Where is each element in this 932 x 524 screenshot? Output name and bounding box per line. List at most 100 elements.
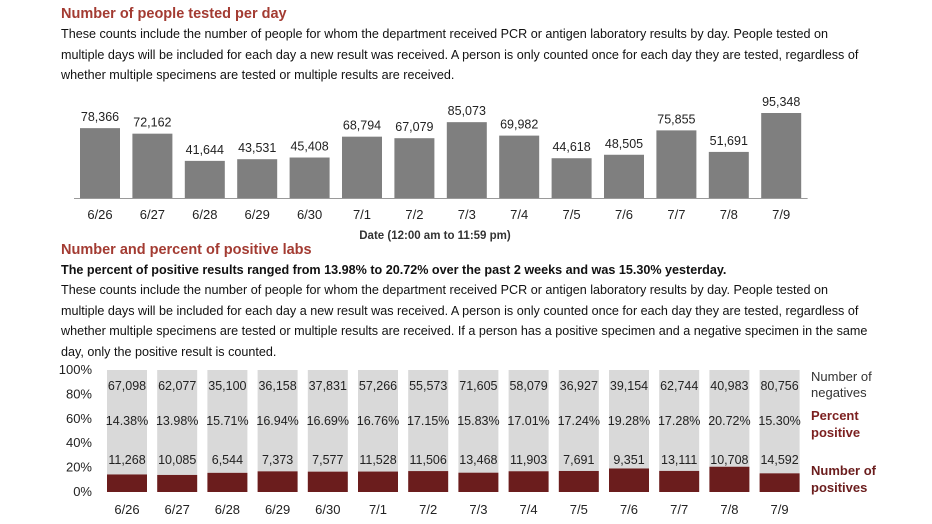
positives-segment	[408, 471, 449, 492]
y-tick-label: 40%	[66, 435, 92, 450]
percent-positive-label: 20.72%	[708, 414, 750, 428]
tested-per-day-chart: 78,366 6/26 72,162 6/27 41,644 6/28 43,531 6/29…	[74, 95, 808, 242]
y-tick-label: 0%	[73, 484, 92, 499]
positives-segment	[458, 472, 499, 492]
bar-value-label: 67,079	[395, 120, 433, 134]
x-tick-label: 6/28	[192, 207, 217, 222]
bar-value-label: 75,855	[657, 112, 695, 126]
positives-segment	[558, 470, 599, 492]
legend-percent-line1: Percent	[811, 408, 859, 423]
x-tick-label: 7/6	[615, 207, 633, 222]
bar-value-label: 85,073	[448, 104, 486, 118]
percent-positive-label: 16.94%	[256, 414, 298, 428]
chart2-title: Number and percent of positive labs	[61, 242, 312, 258]
negatives-segment	[609, 370, 649, 469]
percent-positive-label: 13.98%	[156, 414, 198, 428]
positives-segment	[257, 471, 298, 492]
x-tick-label: 7/8	[720, 207, 738, 222]
percent-positive-label: 16.69%	[307, 414, 349, 428]
positives-label: 14,592	[760, 453, 798, 467]
bar-value-label: 45,408	[290, 140, 328, 154]
x-tick-label: 6/30	[297, 207, 322, 222]
negatives-label: 62,744	[660, 379, 698, 393]
bar	[132, 133, 173, 198]
legend-negatives-line2: negatives	[811, 385, 867, 400]
bar	[394, 138, 435, 198]
x-tick-label: 7/4	[510, 207, 528, 222]
percent-positive-label: 17.01%	[507, 414, 549, 428]
positives-label: 6,544	[212, 453, 243, 467]
negatives-segment	[709, 370, 750, 467]
bar-value-label: 44,618	[552, 140, 590, 154]
percent-positive-label: 17.15%	[407, 414, 449, 428]
negatives-segment	[307, 370, 348, 472]
x-tick-label: 7/5	[570, 502, 588, 517]
x-tick-label: 6/29	[265, 502, 290, 517]
bar-value-label: 51,691	[710, 134, 748, 148]
positives-label: 11,506	[410, 453, 447, 467]
negatives-label: 40,983	[710, 379, 748, 393]
y-tick-label: 60%	[66, 411, 92, 426]
bar	[342, 136, 382, 198]
percent-positive-label: 17.28%	[658, 414, 700, 428]
negatives-label: 80,756	[760, 379, 798, 393]
x-tick-label: 6/29	[245, 207, 270, 222]
bar	[184, 160, 225, 198]
x-tick-label: 6/27	[165, 502, 190, 517]
positives-label: 10,708	[710, 453, 748, 467]
x-tick-label: 6/28	[215, 502, 240, 517]
x-tick-label: 7/8	[720, 502, 738, 517]
percent-positive-label: 14.38%	[106, 414, 148, 428]
negatives-segment	[257, 370, 298, 472]
x-tick-label: 7/3	[458, 207, 476, 222]
x-tick-label: 6/27	[140, 207, 165, 222]
bar	[708, 151, 749, 198]
x-tick-label: 7/5	[563, 207, 581, 222]
x-tick-label: 7/1	[353, 207, 371, 222]
bar-value-label: 72,162	[133, 116, 171, 130]
legend-percent-line2: positive	[811, 425, 860, 440]
negatives-segment	[759, 370, 800, 474]
positives-segment	[107, 474, 147, 492]
negatives-label: 39,154	[610, 379, 648, 393]
bar	[446, 122, 487, 198]
percent-positive-label: 19.28%	[608, 414, 650, 428]
negatives-label: 71,605	[459, 379, 497, 393]
bar-value-label: 78,366	[81, 110, 119, 124]
negatives-segment	[358, 370, 398, 472]
x-axis-title: Date (12:00 am to 11:59 pm)	[359, 230, 511, 242]
positives-segment	[207, 472, 248, 492]
y-tick-label: 100%	[59, 362, 93, 377]
legend-positives-line1: Number of	[811, 463, 877, 478]
percent-positive-label: 17.24%	[558, 414, 600, 428]
x-tick-label: 7/1	[369, 502, 387, 517]
x-tick-label: 6/26	[114, 502, 139, 517]
x-tick-label: 7/9	[772, 207, 790, 222]
negatives-segment	[107, 370, 147, 475]
bar-value-label: 43,531	[238, 141, 276, 155]
bar-value-label: 41,644	[186, 143, 224, 157]
negatives-segment	[659, 370, 700, 471]
negatives-segment	[458, 370, 499, 473]
legend-negatives-line1: Number of	[811, 369, 872, 384]
positives-segment	[358, 471, 398, 492]
bar	[551, 158, 592, 198]
positives-label: 11,903	[510, 453, 547, 467]
negatives-label: 55,573	[409, 379, 447, 393]
bar-value-label: 48,505	[605, 137, 643, 151]
x-tick-label: 7/6	[620, 502, 638, 517]
bar	[656, 130, 697, 198]
positives-segment	[709, 466, 750, 492]
percent-positive-label: 15.83%	[457, 414, 499, 428]
legend-positives-line2: positives	[811, 480, 867, 495]
negatives-label: 35,100	[208, 379, 246, 393]
positives-segment	[307, 471, 348, 492]
positives-label: 9,351	[613, 453, 644, 467]
percent-positive-label: 16.76%	[357, 414, 399, 428]
bar-value-label: 69,982	[500, 118, 538, 132]
negatives-label: 36,158	[258, 379, 296, 393]
positives-label: 10,085	[158, 453, 196, 467]
percent-positive-label: 15.30%	[758, 414, 800, 428]
x-tick-label: 7/7	[670, 502, 688, 517]
